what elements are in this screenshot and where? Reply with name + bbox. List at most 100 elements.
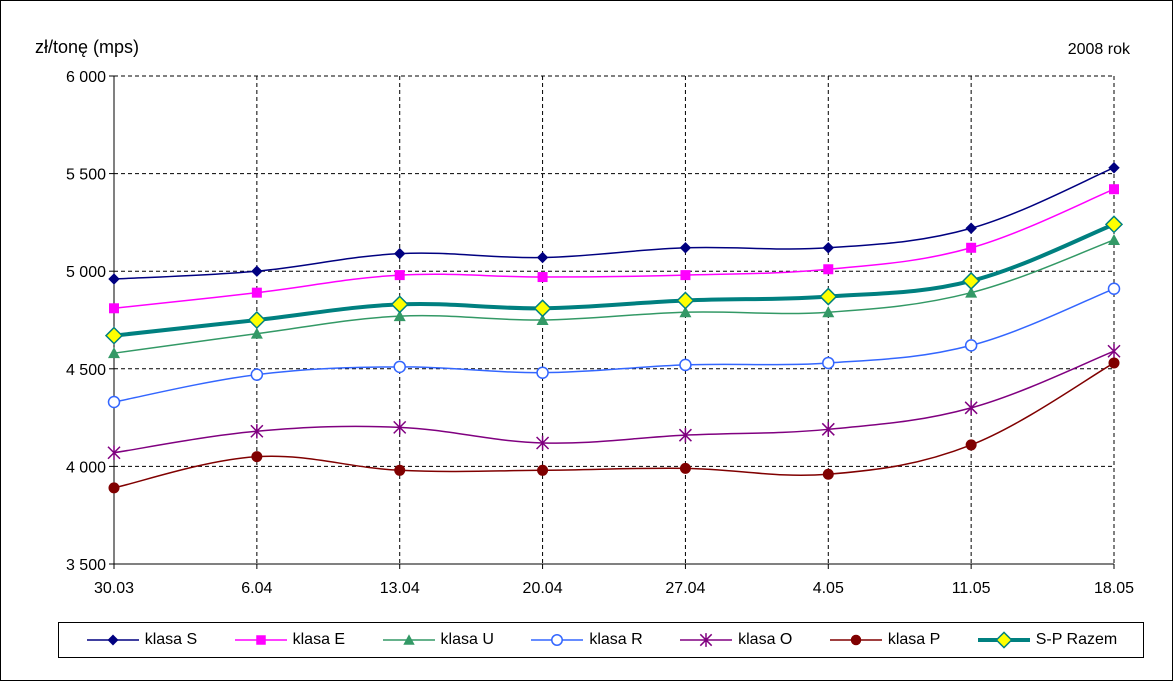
data-point-klasa-p [108, 482, 120, 494]
legend-item-klasa-e: klasa E [233, 630, 345, 650]
legend-swatch [829, 634, 882, 646]
year-annotation: 2008 rok [1067, 41, 1130, 58]
y-tick-label: 5 500 [66, 167, 106, 184]
data-point-klasa-r [393, 360, 406, 374]
legend-label: S-P Razem [1035, 631, 1118, 648]
data-point-s-p-razem [819, 287, 838, 306]
data-point-klasa-p [1108, 357, 1120, 369]
legend-item-klasa-s: klasa S [85, 630, 197, 650]
data-point-klasa-p [965, 439, 977, 451]
data-point-klasa-p [822, 468, 834, 480]
series-line-s-p-razem [113, 222, 1115, 338]
data-point-klasa-o [821, 422, 835, 437]
data-point-klasa-o [250, 424, 264, 439]
data-point-klasa-s [679, 242, 692, 254]
data-point-klasa-u [108, 347, 120, 359]
data-point-klasa-p [394, 464, 406, 476]
data-point-klasa-o [678, 427, 692, 443]
legend-marker [402, 634, 415, 645]
series-line-klasa-o [113, 350, 1115, 454]
data-point-klasa-e [537, 272, 548, 283]
data-point-klasa-s [536, 251, 549, 264]
legend-item-klasa-r: klasa R [529, 630, 643, 650]
legend-swatch [680, 633, 733, 647]
data-point-klasa-o [107, 445, 121, 460]
legend-label: klasa U [440, 631, 494, 648]
x-tick-label: 27.04 [665, 580, 705, 597]
x-tick-label: 6.04 [241, 580, 272, 597]
data-point-klasa-s [251, 265, 263, 277]
legend-item-klasa-u: klasa U [381, 630, 494, 650]
legend-label: klasa O [738, 631, 793, 648]
line-chart: 3 500 4 000 4 500 5 000 5 500 6 000 30.03 6.04 1… [66, 69, 1134, 597]
legend: klasa S klasa E klasa U klasa R klasa O klasa… [58, 622, 1144, 658]
legend-label: klasa R [589, 631, 643, 648]
legend-marker [107, 634, 119, 646]
data-point-klasa-p [251, 451, 263, 463]
legend-marker [551, 634, 564, 646]
data-point-s-p-razem [962, 271, 981, 291]
data-point-klasa-u [393, 310, 406, 322]
y-tick-label: 5 000 [66, 264, 106, 281]
legend-item-klasa-o: klasa O [678, 630, 792, 650]
data-point-s-p-razem [247, 310, 266, 330]
legend-swatch [382, 634, 435, 645]
data-point-klasa-e [109, 303, 119, 314]
data-point-klasa-u [965, 286, 978, 298]
data-point-klasa-s [822, 242, 834, 254]
data-point-klasa-o [964, 400, 978, 416]
data-point-klasa-s [965, 222, 977, 234]
legend-item-klasa-p: klasa P [828, 630, 940, 650]
series-line-klasa-s [113, 167, 1115, 280]
legend-label: klasa S [144, 631, 198, 648]
data-point-klasa-p [679, 462, 691, 474]
data-point-klasa-e [680, 270, 691, 281]
y-tick-label: 4 500 [66, 362, 106, 379]
data-point-klasa-r [536, 366, 549, 379]
data-point-s-p-razem [533, 299, 552, 318]
data-point-s-p-razem [104, 326, 124, 345]
x-tick-label: 13.04 [380, 580, 420, 597]
data-point-klasa-u [679, 306, 692, 318]
data-point-klasa-r [1107, 282, 1121, 296]
legend-item-s-p-razem: S-P Razem [976, 630, 1118, 650]
x-tick-label: 30.03 [94, 580, 134, 597]
legend-label: klasa E [292, 631, 346, 648]
series-line-klasa-p [113, 362, 1115, 489]
legend-marker [699, 633, 713, 647]
data-point-klasa-o [393, 420, 407, 435]
series-line-klasa-e [113, 188, 1115, 310]
data-point-klasa-s [1108, 162, 1120, 174]
data-point-klasa-o [1107, 344, 1121, 359]
data-point-klasa-e [823, 264, 834, 275]
data-point-klasa-e [251, 287, 262, 298]
x-tick-label: 4.05 [813, 580, 844, 597]
data-point-klasa-o [536, 435, 550, 451]
legend-swatch [977, 631, 1030, 649]
data-point-klasa-u [822, 306, 835, 318]
data-point-klasa-e [1109, 184, 1119, 195]
legend-marker [995, 631, 1013, 649]
legend-marker [255, 635, 266, 645]
data-point-klasa-u [536, 314, 549, 325]
data-point-klasa-s [394, 247, 406, 260]
data-point-klasa-r [822, 356, 835, 370]
data-point-klasa-p [537, 464, 549, 476]
data-point-klasa-u [250, 327, 263, 339]
y-tick-label: 3 500 [66, 557, 106, 574]
series-line-klasa-u [113, 239, 1115, 354]
data-point-klasa-r [679, 358, 692, 372]
data-point-klasa-r [964, 339, 978, 352]
legend-marker [850, 634, 862, 646]
data-point-klasa-r [250, 368, 264, 381]
x-tick-label: 11.05 [952, 580, 991, 597]
data-point-klasa-s [108, 273, 120, 285]
data-point-s-p-razem [1104, 215, 1124, 234]
y-axis-label: zł/tonę (mps) [35, 37, 140, 57]
y-tick-label: 6 000 [66, 69, 106, 86]
data-point-klasa-r [107, 395, 121, 409]
data-point-klasa-e [394, 270, 405, 281]
legend-swatch [531, 634, 584, 646]
legend-swatch [234, 635, 287, 645]
